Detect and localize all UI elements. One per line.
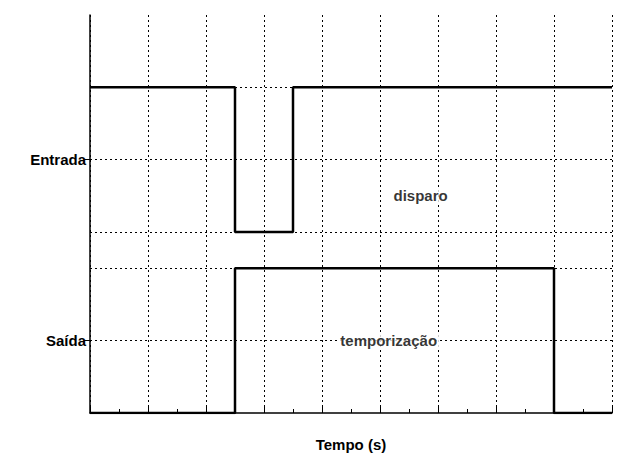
svg-text:Tempo (s): Tempo (s) <box>316 436 387 453</box>
svg-text:Entrada: Entrada <box>30 151 87 168</box>
svg-text:Saída: Saída <box>46 332 87 349</box>
svg-text:disparo: disparo <box>394 187 448 204</box>
svg-text:temporização: temporização <box>340 332 437 349</box>
